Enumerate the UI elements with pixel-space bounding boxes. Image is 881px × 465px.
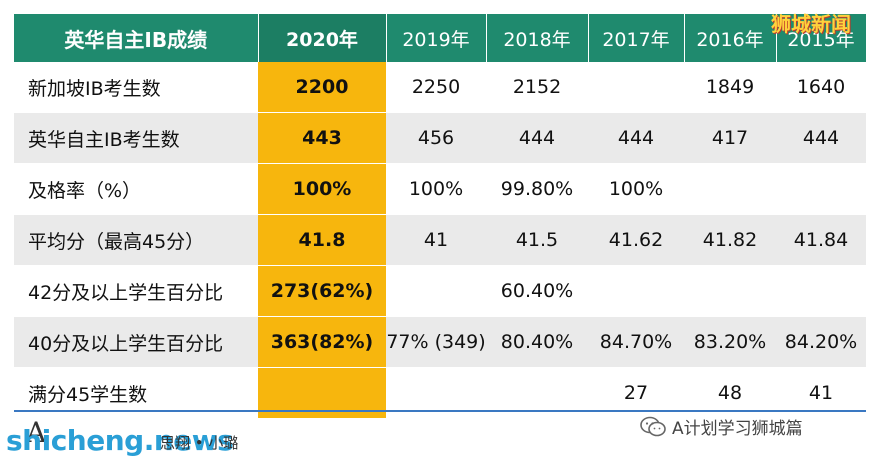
wechat-account: A计划学习狮城篇 (640, 414, 803, 439)
cell-2018: 99.80% (486, 163, 588, 215)
table-row: 40分及以上学生百分比 363(82%) 77% (349) 80.40% 84… (14, 316, 866, 368)
table-header-row: 英华自主IB成绩 2020年 2019年 2018年 2017年 2016年 2… (14, 14, 867, 62)
cell-2017: 41.62 (588, 214, 684, 266)
cell-2019: 456 (386, 112, 486, 164)
cell-2019: 100% (386, 163, 486, 215)
wechat-account-name: A计划学习狮城篇 (672, 419, 803, 439)
year-header-2020: 2020年 (258, 14, 387, 62)
table-row: 英华自主IB考生数 443 456 444 444 417 444 (14, 112, 866, 164)
cell-2017: 84.70% (588, 316, 684, 368)
cell-2017 (588, 265, 684, 317)
cell-2018: 80.40% (486, 316, 588, 368)
year-header-2016: 2016年 (684, 14, 777, 62)
cell-2018: 60.40% (486, 265, 588, 317)
table-row: 新加坡IB考生数 2200 2250 2152 1849 1640 (14, 62, 866, 113)
table-row: 及格率（%） 100% 100% 99.80% 100% (14, 163, 866, 215)
cell-2018: 2152 (486, 62, 588, 113)
author-logo: A (26, 416, 47, 449)
year-header-2018: 2018年 (486, 14, 589, 62)
cell-2017: 100% (588, 163, 684, 215)
cell-2016: 41.82 (684, 214, 776, 266)
row-label: 42分及以上学生百分比 (14, 265, 258, 317)
cell-2016: 417 (684, 112, 776, 164)
wechat-icon (640, 416, 666, 438)
cell-2020: 100% (258, 163, 386, 215)
cell-2015 (776, 265, 866, 317)
cell-2020: 273(62%) (258, 265, 386, 317)
watermark-top-right: 狮城新闻 (771, 12, 851, 36)
ib-results-table: 英华自主IB成绩 2020年 2019年 2018年 2017年 2016年 2… (14, 14, 867, 419)
cell-2015: 1640 (776, 62, 866, 113)
cell-2019: 2250 (386, 62, 486, 113)
cell-2015: 84.20% (776, 316, 866, 368)
row-label: 40分及以上学生百分比 (14, 316, 258, 368)
row-label: 新加坡IB考生数 (14, 62, 258, 113)
cell-2018: 41.5 (486, 214, 588, 266)
cell-2015: 444 (776, 112, 866, 164)
cell-2017 (588, 62, 684, 113)
cell-2017: 444 (588, 112, 684, 164)
cell-2016 (684, 265, 776, 317)
cell-2015 (776, 163, 866, 215)
cell-2015: 41.84 (776, 214, 866, 266)
table-row: 平均分（最高45分） 41.8 41 41.5 41.62 41.82 41.8… (14, 214, 866, 266)
cell-2020: 443 (258, 112, 386, 164)
cell-2018: 444 (486, 112, 588, 164)
year-header-2015: 2015年 (776, 14, 867, 62)
divider-line (14, 410, 866, 412)
cell-2020: 2200 (258, 62, 386, 113)
year-header-2019: 2019年 (386, 14, 487, 62)
cell-2016: 1849 (684, 62, 776, 113)
table-row: 42分及以上学生百分比 273(62%) 60.40% (14, 265, 866, 317)
row-label: 及格率（%） (14, 163, 258, 215)
cell-2019 (386, 265, 486, 317)
row-label: 平均分（最高45分） (14, 214, 258, 266)
year-header-2017: 2017年 (588, 14, 685, 62)
author-signature: 思翔 • 小璐 (160, 434, 239, 452)
cell-2019: 77% (349) (386, 316, 486, 368)
cell-2020: 41.8 (258, 214, 386, 266)
table-header-label: 英华自主IB成绩 (14, 14, 259, 62)
site-watermark: shicheng.news (6, 424, 234, 457)
row-label: 英华自主IB考生数 (14, 112, 258, 164)
cell-2016 (684, 163, 776, 215)
cell-2016: 83.20% (684, 316, 776, 368)
cell-2020: 363(82%) (258, 316, 386, 368)
cell-2019: 41 (386, 214, 486, 266)
